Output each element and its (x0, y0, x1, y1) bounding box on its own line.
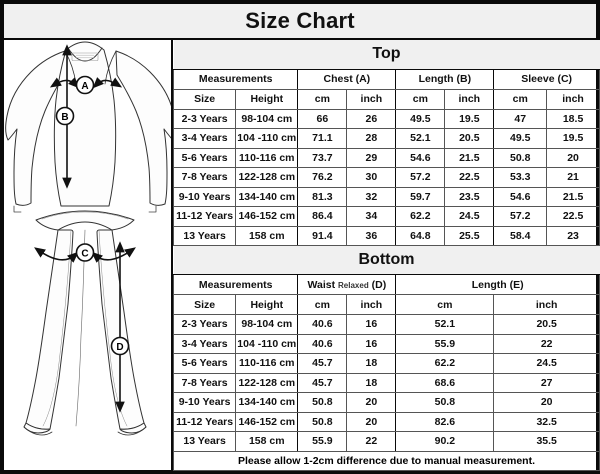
svg-text:B: B (61, 112, 68, 123)
svg-text:A: A (81, 81, 88, 92)
svg-text:C: C (81, 249, 88, 260)
svg-text:D: D (116, 342, 123, 353)
